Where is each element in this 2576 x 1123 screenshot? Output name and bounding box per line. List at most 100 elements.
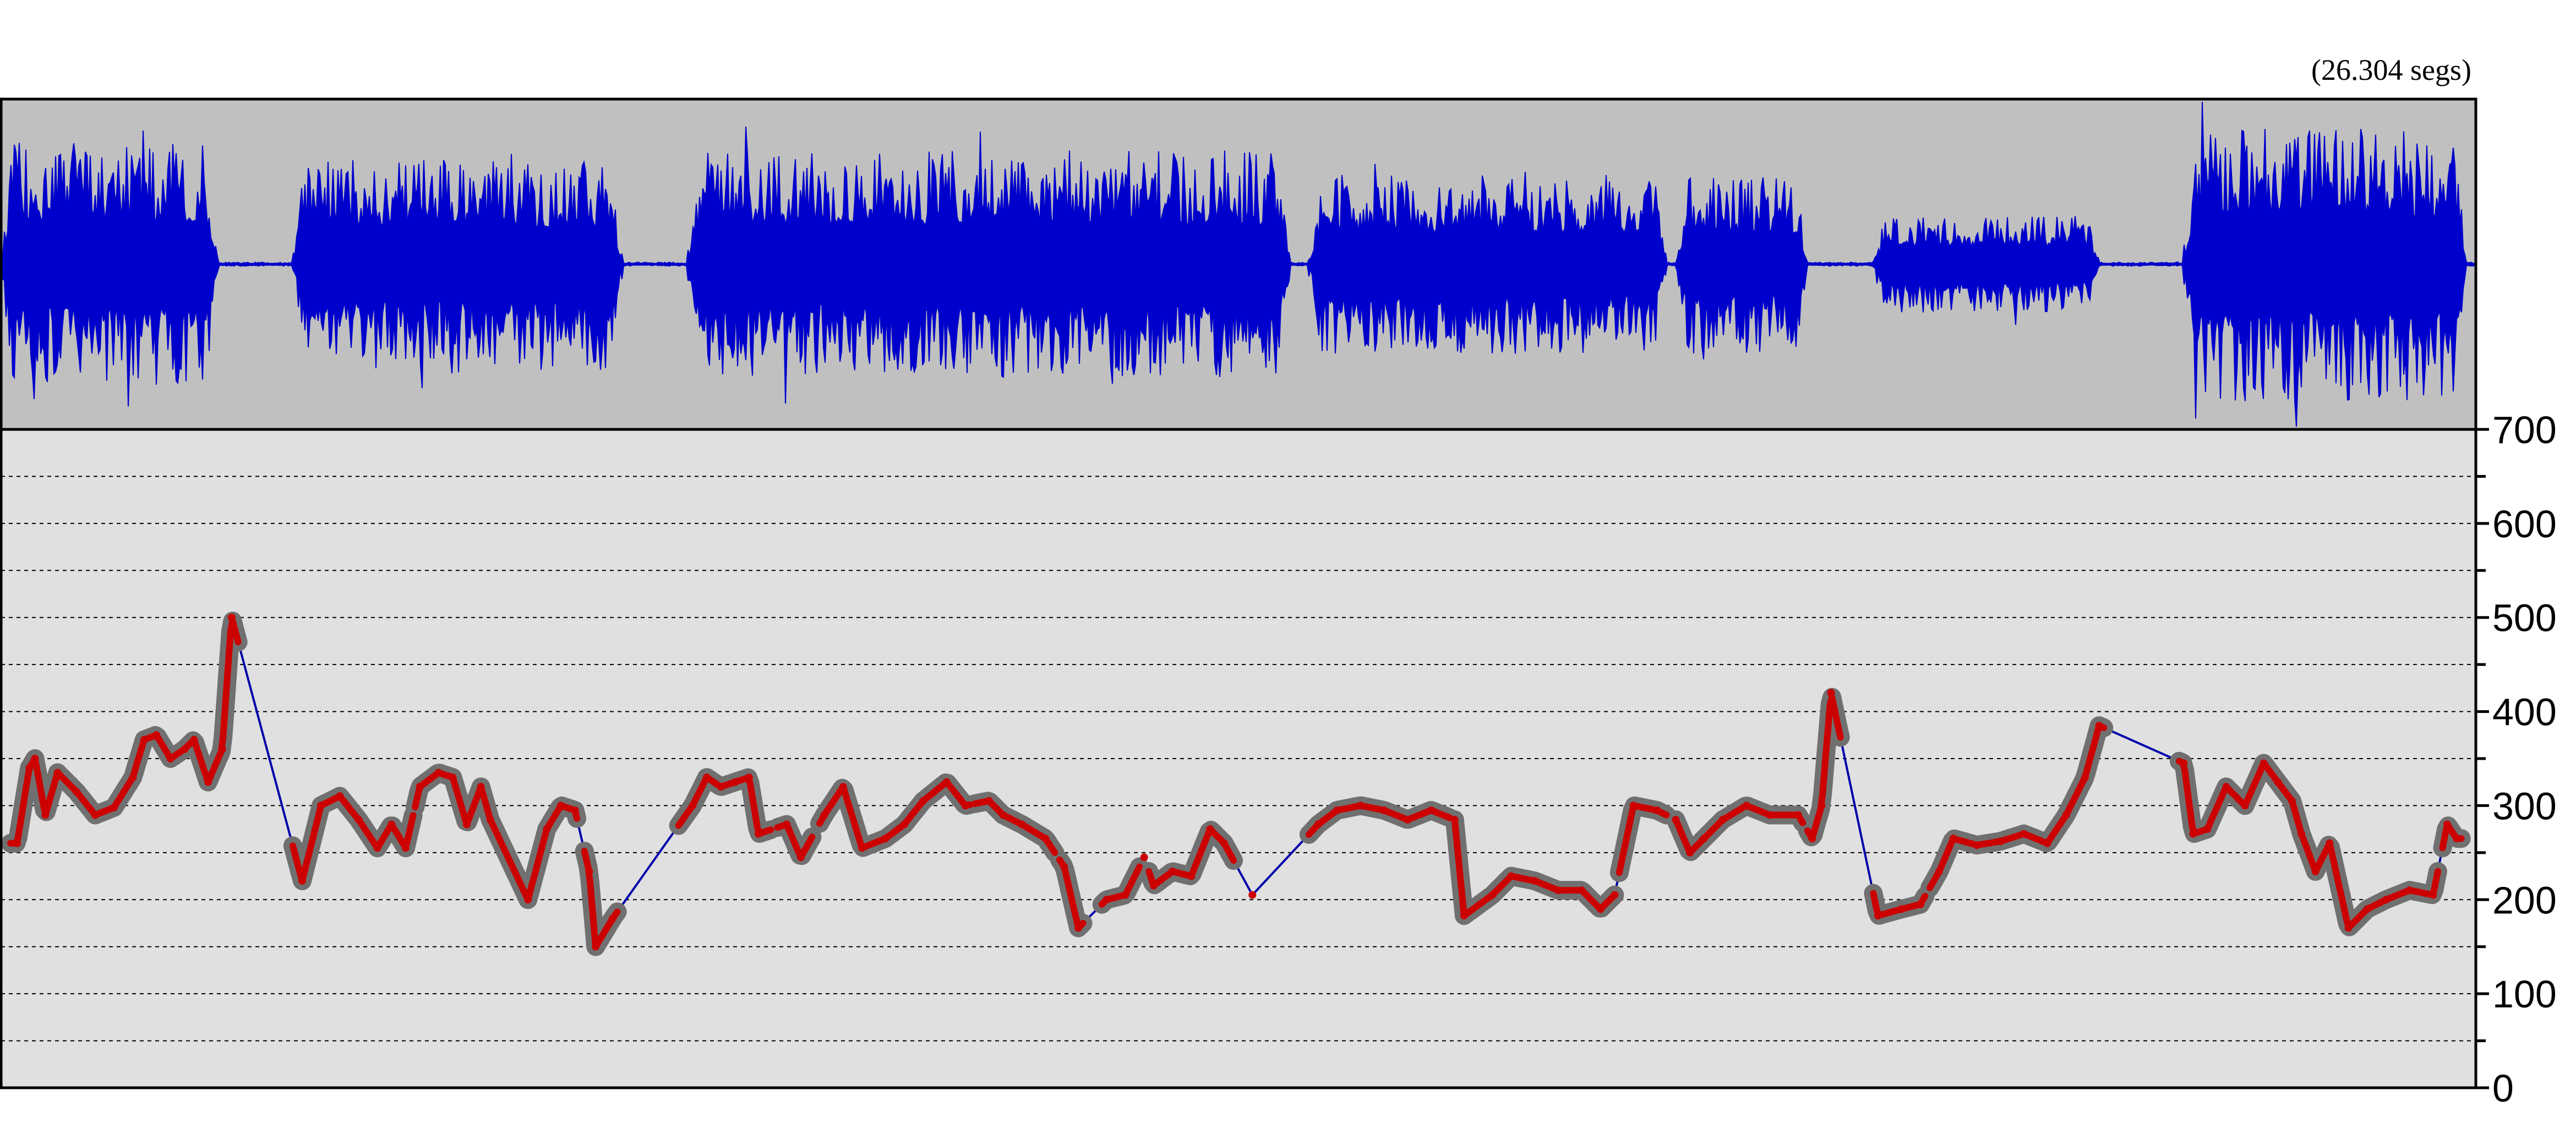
pitch-point [1531,877,1539,885]
pitch-point [1060,863,1068,871]
pitch-point [31,755,39,762]
pitch-point [1973,841,1981,849]
pitch-point [1874,912,1882,920]
pitch-point [942,778,951,786]
pitch-point [1507,872,1515,880]
voiced-segment-core [2175,757,2319,875]
pitch-point [2043,839,2051,847]
pitch-point [317,802,325,810]
pitch-points [13,613,2461,951]
pitch-point [2180,759,2188,767]
pitch-point [218,745,226,753]
pitch-point [962,802,969,810]
pitch-point [181,745,189,753]
pitch-point [524,896,532,904]
pitch-point [2311,868,2320,875]
pitch-point [1554,886,1562,895]
pitch-point [731,778,739,786]
pitch-point [1121,891,1129,899]
pitch-point [110,803,118,811]
pitch-point [373,844,381,852]
pitch-point [820,811,828,819]
pitch-point [129,773,137,782]
pitch-point [416,783,424,791]
pitch-point [1794,811,1802,819]
pitch-point [1766,811,1774,819]
pitch-point [1404,816,1412,824]
pitch-point [1149,881,1158,890]
pitch-point [486,816,494,824]
pitch-point [1488,891,1497,899]
pitch-point [1074,924,1083,932]
pitch-point [609,914,616,923]
pitch-y-axis: 0 100 200 300 400 500 600 700 [2474,408,2557,1110]
pitch-point [152,731,160,739]
pitch-point [717,783,725,791]
pitch-point [2443,820,2451,828]
pitch-point [2326,839,2334,847]
pitch-point [999,811,1007,819]
pitch-point [839,783,847,791]
pitch-point [2020,830,2028,838]
pitch-point [1460,912,1468,920]
pitch-point [477,783,485,791]
pitch-point [1672,816,1680,824]
pitch-point [2344,924,2353,932]
pitch-point [557,802,565,810]
pitch-point [1897,905,1906,913]
pitch-point [388,820,396,828]
pitch-point [2095,722,2103,730]
y-tick-label: 400 [2492,691,2557,734]
pitch-point [166,755,174,762]
pitch-point [1818,802,1826,810]
pitch-point [190,735,198,744]
pitch-point [1380,806,1388,814]
y-tick-label: 300 [2492,784,2557,827]
pitch-point [1206,825,1214,833]
pitch-point [2203,825,2212,833]
pitch-point [2274,778,2282,786]
pitch-point [2453,835,2461,843]
voiced-segment-core [1672,803,1807,855]
pitch-point [1611,891,1619,899]
pitch-point [463,820,471,828]
pitch-background [1,429,2476,1088]
pitch-point [2297,830,2306,838]
y-tick-label: 700 [2492,408,2557,451]
pitch-point [1916,900,1924,908]
pitch-point [1041,835,1050,843]
pitch-point [2062,811,2070,819]
pitch-point [1827,689,1835,697]
pitch-point [1450,816,1459,824]
pitch-point [585,868,593,875]
voiced-segment-core [412,770,533,903]
y-tick-label: 200 [2492,879,2557,922]
pitch-point [140,735,148,744]
pitch-point [2260,759,2268,767]
pitch-point [1187,872,1196,880]
pitch-point [2189,830,2197,838]
pitch-point [1140,853,1148,862]
pitch-point [1018,820,1026,828]
pitch-point [1742,802,1750,810]
pitch-point [1686,848,1694,857]
pitch-point [702,773,711,782]
pitch-point [298,877,306,885]
pitch-point [1578,886,1586,895]
pitch-point [1314,820,1322,828]
pitch-point [745,773,753,782]
pitch-point [1653,806,1661,814]
pitch-point [2363,905,2371,913]
pitch-point [754,830,762,838]
pitch-point [858,844,866,852]
pitch-point [2288,797,2296,805]
pitch-point [434,768,443,777]
pitch-point [1629,802,1638,810]
pitch-point [543,825,551,833]
voiced-segment-core [1305,802,1454,838]
y-tick-label: 0 [2492,1067,2514,1110]
pitch-point [571,806,579,814]
y-tick-label: 500 [2492,597,2557,640]
voiced-segment-core [526,803,581,896]
pitch-point [881,835,889,843]
